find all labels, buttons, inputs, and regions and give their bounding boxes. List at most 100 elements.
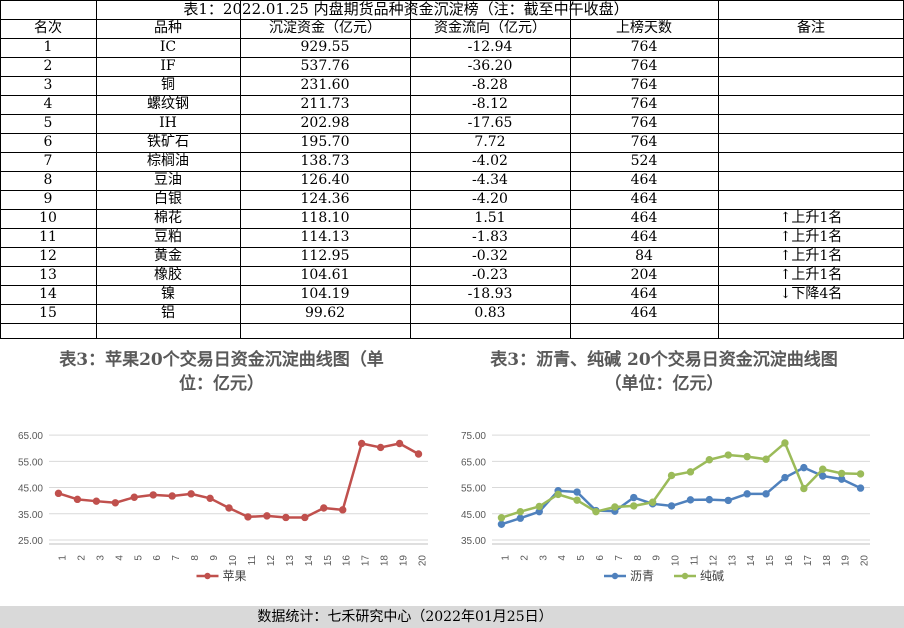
table-cell-capital: 195.70 [300, 134, 350, 150]
table-cell-rank: 9 [43, 191, 53, 207]
table-title: 表1：2022.01.25 内盘期货品种资金沉淀榜（注：截至中午收盘） [183, 0, 629, 18]
table-cell-note: ↑上升1名 [779, 267, 843, 283]
apple-chart-y-tick-label: 35.00 [18, 510, 43, 521]
table-cell-rank: 4 [43, 96, 53, 112]
asphalt-sodaash-chart-data-point [724, 496, 732, 505]
apple-chart-series-line [58, 442, 420, 519]
apple-chart-data-point [263, 512, 271, 520]
apple-chart-x-tick-label: 18 [380, 555, 391, 567]
header-capital: 沉淀资金（亿元） [269, 20, 381, 36]
grid-hline [0, 190, 904, 191]
asphalt-sodaash-chart-x-tick-label: 13 [727, 555, 738, 567]
footer-source: 数据统计：七禾研究中心（2022年01月25日） [257, 609, 553, 625]
table-cell-days: 764 [630, 58, 658, 74]
table-cell-flow: 7.72 [474, 134, 506, 150]
table-cell-capital: 138.73 [300, 153, 350, 169]
table-cell-capital: 126.40 [300, 172, 350, 188]
asphalt-sodaash-chart-data-point [554, 490, 562, 499]
table-cell-name: 橡胶 [154, 267, 182, 283]
apple-chart-data-point [149, 491, 157, 499]
asphalt-sodaash-chart-data-point [611, 503, 619, 511]
table-cell-note [718, 304, 904, 323]
apple-chart-x-tick-label: 20 [418, 555, 429, 567]
table-cell-days: 204 [630, 267, 658, 283]
grid-hline [0, 171, 904, 172]
asphalt-sodaash-chart-legend-marker [611, 572, 619, 580]
asphalt-sodaash-chart-x-tick-label: 11 [689, 555, 700, 566]
table-cell-rank: 13 [39, 267, 57, 283]
asphalt-sodaash-chart-legend-marker [681, 572, 689, 580]
asphalt-sodaash-chart-y-tick-label: 65.00 [461, 457, 486, 468]
apple-chart-x-tick-label: 19 [399, 555, 410, 567]
apple-chart-x-tick-label: 12 [266, 555, 277, 567]
asphalt-sodaash-chart-data-point [743, 490, 751, 498]
table-cell-days: 464 [630, 191, 658, 207]
table-cell-rank: 12 [39, 248, 57, 264]
apple-chart-data-point [357, 439, 366, 448]
asphalt-sodaash-chart-x-tick-label: 19 [841, 555, 852, 567]
asphalt-sodaash-chart-x-tick-label: 12 [708, 555, 719, 567]
table-cell-note: ↑上升1名 [779, 229, 843, 245]
table-cell-note [718, 95, 904, 114]
asphalt-sodaash-chart-data-point [667, 471, 676, 480]
table-cell-name: 黄金 [154, 248, 182, 264]
apple-chart-data-point [130, 493, 138, 501]
table-cell-name: 棕榈油 [147, 153, 189, 169]
apple-chart-data-point [187, 490, 195, 498]
grid-hline [0, 304, 904, 305]
table-cell-days: 84 [635, 248, 653, 264]
apple-chart-data-point [244, 513, 252, 521]
grid-hline [0, 57, 904, 58]
asphalt-sodaash-chart-data-point [800, 463, 808, 472]
apple-chart-y-tick-label: 45.00 [18, 484, 43, 495]
asphalt-sodaash-chart-data-point [630, 493, 638, 502]
asphalt-sodaash-chart-data-point [819, 465, 827, 473]
asphalt-sodaash-chart-series-line [501, 441, 861, 519]
table-cell-note [718, 171, 904, 190]
apple-chart-x-tick-label: 11 [247, 555, 258, 566]
table-cell-note: ↑上升1名 [779, 248, 843, 264]
table-cell-capital: 104.19 [300, 286, 350, 302]
apple-chart-x-tick-label: 3 [95, 555, 106, 561]
apple-chart-data-point [225, 504, 233, 512]
grid-hline [0, 323, 904, 324]
asphalt-sodaash-chart-data-point [648, 498, 657, 506]
table-cell-flow: -4.02 [472, 153, 508, 169]
table-cell-name: 铁矿石 [147, 134, 189, 150]
asphalt-sodaash-chart-data-point [781, 439, 789, 447]
table-cell-days: 524 [630, 153, 658, 169]
apple-chart-x-tick-label: 9 [209, 555, 220, 561]
asphalt-sodaash-chart-y-tick-label: 45.00 [461, 510, 486, 521]
table-cell-days: 764 [630, 96, 658, 112]
table-cell-rank: 6 [43, 134, 53, 150]
table-cell-note [718, 57, 904, 76]
table-cell-rank: 7 [43, 153, 53, 169]
table-cell-name: IC [159, 39, 177, 55]
asphalt-sodaash-chart-x-tick-label: 8 [633, 555, 644, 561]
table-cell-flow: -17.65 [467, 115, 513, 131]
asphalt-sodaash-chart-data-point [592, 507, 600, 516]
apple-chart-data-point [92, 497, 101, 505]
table-cell-flow: -4.20 [472, 191, 508, 207]
table-cell-flow: -18.93 [467, 286, 513, 302]
asphalt-sodaash-chart-data-point [856, 470, 865, 478]
grid-hline [0, 247, 904, 248]
apple-chart-x-tick-label: 7 [171, 555, 182, 561]
asphalt-sodaash-chart-data-point [497, 520, 506, 528]
apple-chart-x-tick-label: 15 [323, 555, 334, 567]
asphalt-sodaash-chart-data-point [516, 514, 525, 522]
table-cell-days: 464 [630, 305, 658, 321]
table-cell-days: 464 [630, 286, 658, 302]
asphalt-sodaash-chart-x-tick-label: 20 [860, 555, 871, 567]
grid-vline [96, 0, 97, 338]
table-cell-note [718, 76, 904, 95]
asphalt-sodaash-chart-data-point [837, 469, 846, 478]
apple-chart-data-point [320, 504, 328, 512]
table-cell-name: 白银 [154, 191, 182, 207]
grid-vline [570, 0, 571, 338]
grid-vline [240, 0, 241, 338]
asphalt-sodaash-chart-data-point [686, 496, 695, 504]
footer-bar [0, 606, 904, 628]
table-cell-rank: 1 [43, 39, 53, 55]
